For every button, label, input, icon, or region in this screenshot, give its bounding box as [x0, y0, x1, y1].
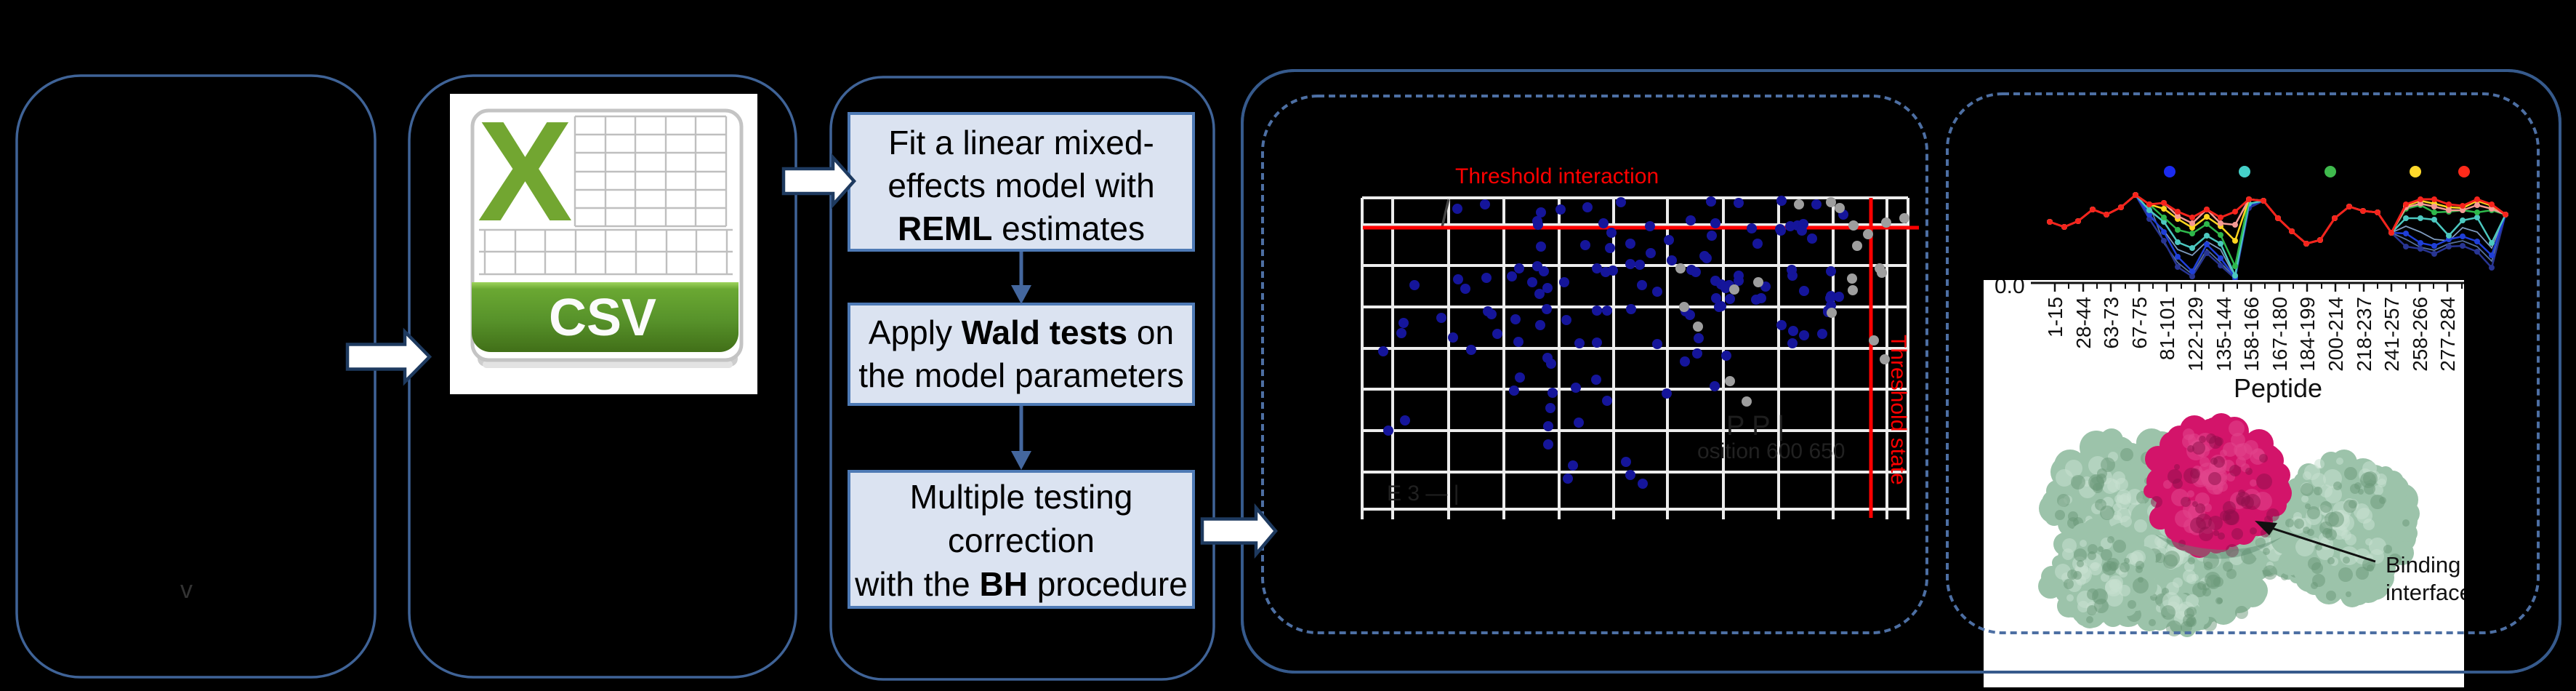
svg-text:osition 600 650: osition 600 650: [1697, 439, 1846, 463]
svg-text:E 3 — |: E 3 — |: [1387, 482, 1460, 506]
svg-text:correction: correction: [948, 522, 1095, 559]
svg-text:P P |: P P |: [1726, 411, 1784, 442]
svg-text:1-15: 1-15: [2044, 297, 2066, 337]
svg-text:167-180: 167-180: [2269, 297, 2291, 372]
svg-text:REML estimates: REML estimates: [898, 209, 1145, 247]
svg-text:Threshold state: Threshold state: [1886, 335, 1910, 485]
svg-text:Binding: Binding: [2386, 552, 2460, 578]
svg-text:241-257: 241-257: [2380, 297, 2403, 372]
svg-text:63-73: 63-73: [2100, 297, 2122, 349]
svg-text:122-129: 122-129: [2184, 297, 2207, 372]
svg-text:81-101: 81-101: [2156, 297, 2178, 360]
svg-text:X: X: [478, 92, 573, 251]
svg-text:the model parameters: the model parameters: [858, 356, 1183, 394]
svg-text:277-284: 277-284: [2436, 297, 2459, 372]
svg-text:218-237: 218-237: [2353, 297, 2375, 372]
svg-text:Multiple testing: Multiple testing: [910, 478, 1133, 516]
svg-text:Threshold interaction: Threshold interaction: [1455, 164, 1659, 188]
svg-text:interface: interface: [2386, 580, 2472, 605]
svg-text:258-266: 258-266: [2409, 297, 2431, 372]
svg-text:effects model with: effects model with: [887, 167, 1154, 204]
svg-text:135-144: 135-144: [2213, 297, 2235, 372]
svg-text:CSV: CSV: [549, 289, 656, 347]
svg-text:0.0: 0.0: [1995, 274, 2025, 298]
svg-text:v: v: [180, 576, 193, 604]
svg-text:67-75: 67-75: [2128, 297, 2151, 349]
svg-text:with the BH procedure: with the BH procedure: [854, 565, 1188, 603]
svg-text:Peptide: Peptide: [2234, 373, 2322, 403]
svg-text:184-199: 184-199: [2296, 297, 2319, 372]
svg-text:158-166: 158-166: [2240, 297, 2263, 372]
svg-text:28-44: 28-44: [2072, 297, 2095, 349]
svg-text:200-214: 200-214: [2325, 297, 2347, 372]
svg-text:Apply Wald tests on: Apply Wald tests on: [869, 313, 1174, 351]
svg-text:Fit a linear mixed-: Fit a linear mixed-: [888, 124, 1154, 161]
